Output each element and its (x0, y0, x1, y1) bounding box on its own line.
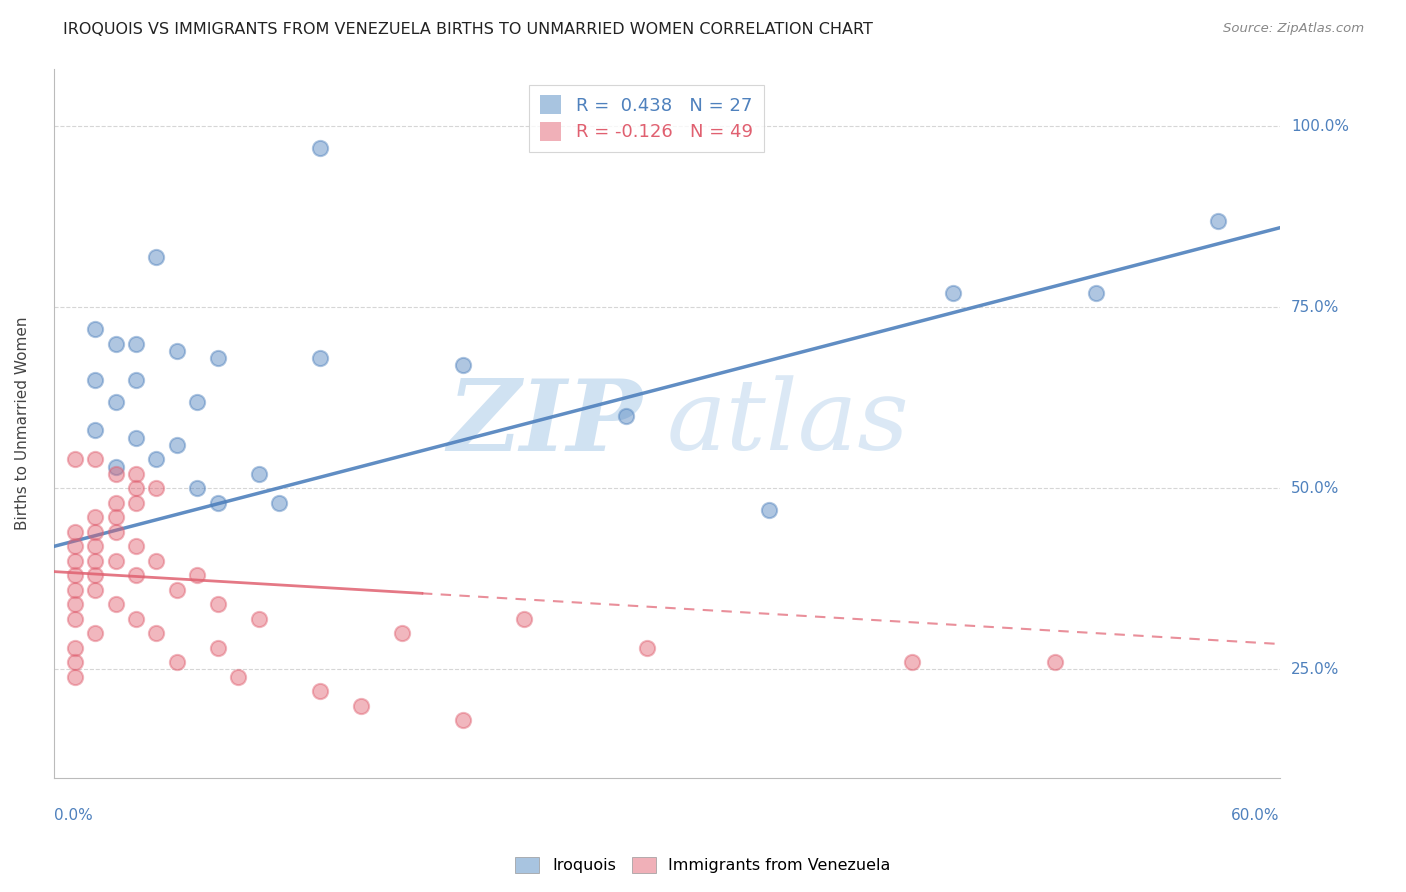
Point (84, 554, 107, 568)
Legend: R =  0.438   N = 27, R = -0.126   N = 49: R = 0.438 N = 27, R = -0.126 N = 49 (529, 85, 763, 153)
Point (758, 503, 780, 517)
Point (84, 373, 107, 387)
Point (186, 394, 208, 409)
Point (207, 640, 229, 655)
Point (391, 626, 413, 640)
Point (104, 459, 127, 474)
Point (247, 612, 270, 626)
Point (84, 322, 107, 336)
Point (84, 539, 107, 553)
Point (166, 343, 188, 358)
Point (63, 597, 86, 611)
Point (145, 482, 167, 496)
Point (614, 409, 637, 423)
Point (63, 568, 86, 582)
Point (63, 640, 86, 655)
Point (125, 467, 148, 481)
Point (104, 554, 127, 568)
Point (451, 359, 474, 373)
Point (186, 568, 208, 582)
Point (125, 336, 148, 351)
Text: 60.0%: 60.0% (1232, 808, 1279, 823)
Point (84, 568, 107, 582)
Point (104, 394, 127, 409)
Point (63, 539, 86, 553)
Text: Source: ZipAtlas.com: Source: ZipAtlas.com (1223, 22, 1364, 36)
Point (207, 496, 229, 510)
Point (166, 438, 188, 452)
Point (1208, 213, 1230, 227)
Point (84, 524, 107, 539)
Point (63, 582, 86, 597)
Point (145, 250, 167, 264)
Point (350, 698, 373, 713)
Point (63, 655, 86, 669)
Point (125, 612, 148, 626)
Point (308, 141, 330, 155)
Point (125, 373, 148, 387)
Point (145, 626, 167, 640)
Point (145, 554, 167, 568)
Point (247, 467, 270, 481)
Point (451, 713, 474, 727)
Point (125, 431, 148, 445)
Text: 100.0%: 100.0% (1291, 119, 1348, 134)
Text: IROQUOIS VS IMMIGRANTS FROM VENEZUELA BIRTHS TO UNMARRIED WOMEN CORRELATION CHAR: IROQUOIS VS IMMIGRANTS FROM VENEZUELA BI… (63, 22, 873, 37)
Y-axis label: Births to Unmarried Women: Births to Unmarried Women (15, 317, 30, 530)
Point (63, 612, 86, 626)
Point (145, 452, 167, 467)
Point (63, 554, 86, 568)
Legend: Iroquois, Immigrants from Venezuela: Iroquois, Immigrants from Venezuela (509, 850, 897, 880)
Point (104, 336, 127, 351)
Point (207, 597, 229, 611)
Text: 25.0%: 25.0% (1291, 662, 1339, 677)
Point (104, 496, 127, 510)
Point (308, 684, 330, 698)
Point (63, 452, 86, 467)
Point (308, 351, 330, 365)
Point (84, 626, 107, 640)
Point (186, 482, 208, 496)
Point (636, 640, 658, 655)
Point (84, 452, 107, 467)
Point (84, 510, 107, 524)
Point (125, 539, 148, 553)
Point (207, 351, 229, 365)
Point (84, 424, 107, 438)
Point (166, 655, 188, 669)
Point (84, 582, 107, 597)
Text: 50.0%: 50.0% (1291, 481, 1339, 496)
Point (104, 510, 127, 524)
Text: atlas: atlas (666, 376, 910, 471)
Point (513, 612, 536, 626)
Point (125, 568, 148, 582)
Point (942, 285, 965, 300)
Point (226, 669, 249, 683)
Point (1084, 285, 1107, 300)
Point (901, 655, 924, 669)
Text: 75.0%: 75.0% (1291, 300, 1339, 315)
Point (104, 524, 127, 539)
Point (166, 582, 188, 597)
Point (125, 496, 148, 510)
Point (267, 496, 290, 510)
Point (125, 482, 148, 496)
Point (104, 597, 127, 611)
Point (63, 524, 86, 539)
Point (104, 467, 127, 481)
Point (63, 669, 86, 683)
Text: ZIP: ZIP (447, 375, 643, 472)
Point (1043, 655, 1066, 669)
Text: 0.0%: 0.0% (55, 808, 93, 823)
